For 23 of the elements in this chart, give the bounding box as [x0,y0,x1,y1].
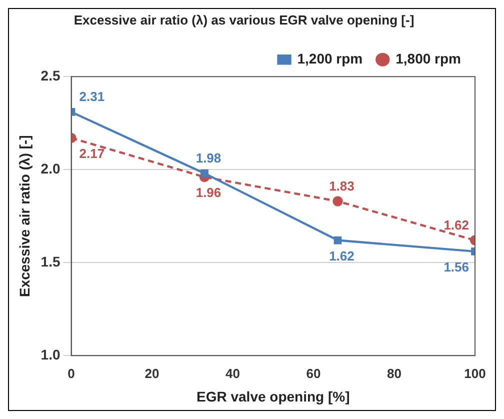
chart-title: Excessive air ratio (λ) as various EGR valve opening [-] [74,12,414,28]
y-tick-label: 2.0 [40,160,60,176]
data-label: 1.62 [444,217,469,232]
legend-label: 1,800 rpm [396,50,462,66]
data-label: 1.83 [329,178,354,194]
y-tick-label: 2.5 [40,67,60,84]
data-label: 2.17 [79,146,105,162]
x-axis-title: EGR valve opening [%] [196,388,350,404]
x-tick-label: 40 [226,366,240,381]
x-tick-label: 20 [144,366,160,381]
y-tick-label: 1.5 [40,253,60,270]
y-tick-label: 1.0 [40,346,60,362]
data-label: 1.62 [329,248,354,264]
x-tick-label: 80 [387,366,402,381]
data-label: 2.31 [79,89,105,104]
x-tick-label: 0 [68,366,75,381]
data-label: 1.96 [196,185,222,200]
x-tick-label: 100 [464,366,486,381]
data-label: 1.98 [196,150,222,166]
legend-label: 1,200 rpm [297,50,363,66]
y-axis-title: Excessive air ratio (λ) [-] [16,135,32,298]
data-label: 1.56 [444,260,469,275]
x-tick-label: 60 [306,366,321,381]
